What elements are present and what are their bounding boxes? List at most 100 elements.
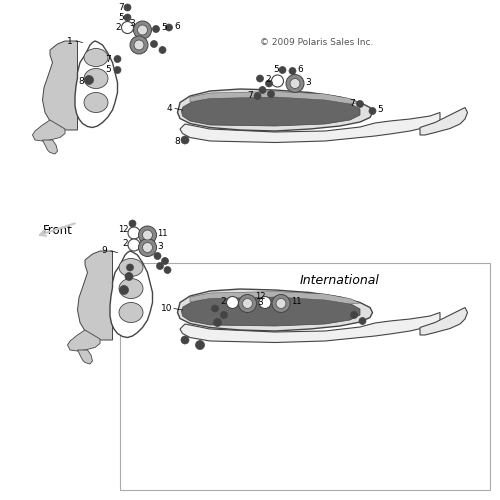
Text: 5: 5 <box>273 64 279 74</box>
Polygon shape <box>420 108 468 135</box>
Circle shape <box>256 75 264 82</box>
Polygon shape <box>68 330 100 351</box>
Circle shape <box>124 14 131 21</box>
Text: © 2009 Polaris Sales Inc.: © 2009 Polaris Sales Inc. <box>260 38 374 47</box>
Text: 5: 5 <box>378 106 384 114</box>
Text: 5: 5 <box>161 24 167 32</box>
Circle shape <box>356 100 364 107</box>
Circle shape <box>286 74 304 92</box>
Polygon shape <box>182 96 360 126</box>
Text: 12: 12 <box>255 292 265 301</box>
Circle shape <box>212 305 218 312</box>
Text: 3: 3 <box>158 242 163 251</box>
Circle shape <box>290 78 300 88</box>
Circle shape <box>120 286 128 294</box>
Text: 6: 6 <box>174 22 180 31</box>
Ellipse shape <box>119 302 143 322</box>
Polygon shape <box>178 289 372 331</box>
Circle shape <box>272 75 283 87</box>
Text: 10: 10 <box>161 304 172 313</box>
Text: 3: 3 <box>129 19 135 28</box>
Circle shape <box>142 242 152 252</box>
Circle shape <box>214 318 222 326</box>
Circle shape <box>114 56 121 62</box>
Circle shape <box>138 238 156 256</box>
Circle shape <box>126 264 134 271</box>
Bar <box>120 262 490 490</box>
Polygon shape <box>190 292 360 304</box>
Circle shape <box>156 262 164 270</box>
Circle shape <box>196 340 204 349</box>
Polygon shape <box>110 251 152 338</box>
Circle shape <box>181 336 189 344</box>
Circle shape <box>259 296 271 308</box>
Circle shape <box>276 298 286 308</box>
Text: Front: Front <box>42 224 72 236</box>
Text: 2: 2 <box>116 23 121 32</box>
Circle shape <box>84 76 94 84</box>
Polygon shape <box>78 350 92 364</box>
Circle shape <box>138 25 147 35</box>
Circle shape <box>289 68 296 74</box>
Circle shape <box>268 90 274 98</box>
Circle shape <box>238 294 256 312</box>
Ellipse shape <box>119 278 143 298</box>
Circle shape <box>259 86 266 94</box>
Polygon shape <box>178 89 372 131</box>
Polygon shape <box>42 140 58 154</box>
Circle shape <box>266 80 272 87</box>
Text: 7: 7 <box>349 98 355 108</box>
Circle shape <box>138 226 156 244</box>
Polygon shape <box>32 120 65 141</box>
Text: 7: 7 <box>118 3 124 12</box>
Polygon shape <box>420 308 468 335</box>
Circle shape <box>162 258 168 264</box>
Text: 2: 2 <box>220 297 226 306</box>
Polygon shape <box>180 312 440 342</box>
Circle shape <box>134 21 152 39</box>
Circle shape <box>369 108 376 114</box>
Circle shape <box>226 296 238 308</box>
Text: 1: 1 <box>67 36 72 46</box>
Circle shape <box>350 312 358 318</box>
Circle shape <box>164 266 171 274</box>
Ellipse shape <box>84 48 108 66</box>
Text: 12: 12 <box>118 226 129 234</box>
Circle shape <box>279 66 286 73</box>
Polygon shape <box>78 251 112 340</box>
Ellipse shape <box>84 92 108 112</box>
Circle shape <box>159 46 166 54</box>
Circle shape <box>122 22 134 34</box>
Text: 7: 7 <box>105 54 111 64</box>
Text: 2: 2 <box>266 76 271 84</box>
Polygon shape <box>180 112 440 142</box>
Polygon shape <box>190 92 360 104</box>
Text: 9: 9 <box>102 246 108 256</box>
Text: 4: 4 <box>167 104 172 113</box>
Circle shape <box>152 26 160 32</box>
Circle shape <box>166 24 172 31</box>
Circle shape <box>272 294 290 312</box>
Text: 11: 11 <box>291 296 302 306</box>
Circle shape <box>242 298 252 308</box>
Circle shape <box>134 40 144 50</box>
Polygon shape <box>42 41 78 130</box>
Circle shape <box>129 220 136 227</box>
Text: 5: 5 <box>118 13 124 22</box>
Text: 8: 8 <box>78 76 84 86</box>
Text: 11: 11 <box>158 230 168 238</box>
Circle shape <box>359 318 366 324</box>
Circle shape <box>181 136 189 144</box>
Polygon shape <box>182 296 360 326</box>
Circle shape <box>142 230 152 240</box>
Text: 5: 5 <box>105 66 111 74</box>
Text: 3: 3 <box>305 78 311 87</box>
Circle shape <box>128 239 140 251</box>
Circle shape <box>150 40 158 48</box>
Text: 6: 6 <box>298 66 303 74</box>
Ellipse shape <box>119 258 143 276</box>
Circle shape <box>125 272 133 280</box>
Text: 8: 8 <box>174 136 180 145</box>
Circle shape <box>124 4 131 11</box>
Text: International: International <box>300 274 380 287</box>
